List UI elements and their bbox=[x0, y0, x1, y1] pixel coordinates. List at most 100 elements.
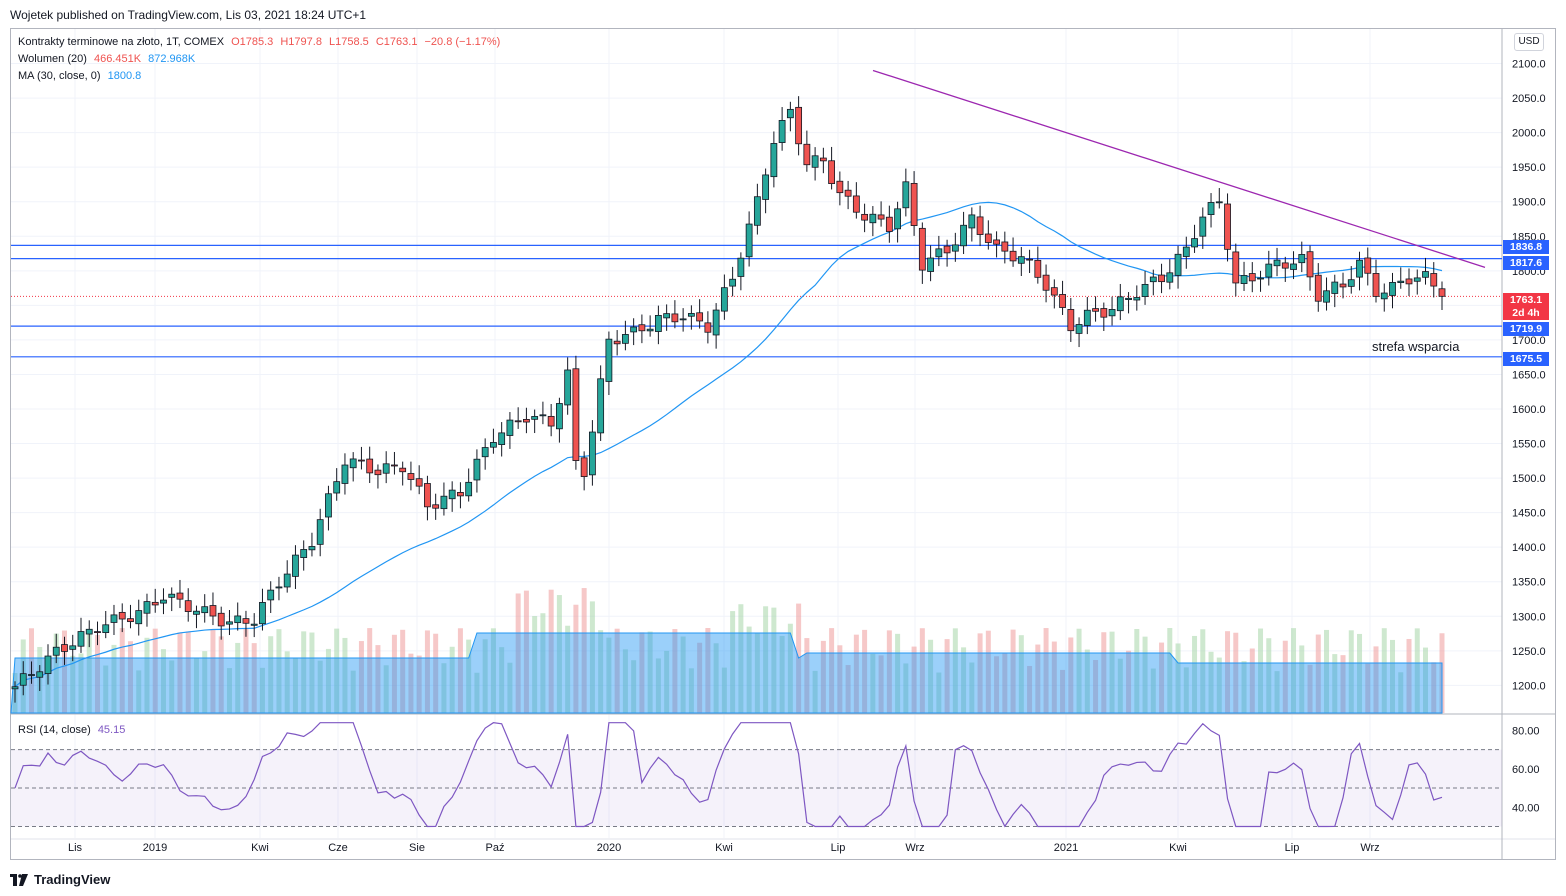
tradingview-footer[interactable]: TradingView bbox=[10, 872, 110, 887]
candle-body bbox=[193, 610, 200, 615]
volume-bar bbox=[210, 629, 216, 713]
ma-value: 1800.8 bbox=[107, 70, 142, 82]
candle-body bbox=[1141, 283, 1149, 297]
candle-body bbox=[77, 631, 85, 647]
candle-body bbox=[968, 214, 976, 229]
volume-bar bbox=[862, 629, 868, 713]
volume-bar bbox=[771, 607, 777, 713]
candle-body bbox=[819, 157, 827, 162]
y-tick-label: 1400.0 bbox=[1512, 542, 1546, 554]
ohlc-low: L1758.5 bbox=[329, 36, 369, 48]
volume-bar bbox=[1126, 650, 1132, 713]
volume-bar bbox=[490, 628, 496, 713]
candle-body bbox=[885, 216, 893, 232]
candle-body bbox=[671, 313, 679, 323]
volume-bar bbox=[1381, 628, 1387, 713]
volume-bar bbox=[672, 629, 678, 713]
volume-bar bbox=[1150, 668, 1156, 713]
volume-bar bbox=[598, 630, 604, 713]
volume-bar bbox=[1142, 636, 1148, 713]
volume-bar bbox=[185, 631, 191, 713]
volume-bar bbox=[507, 662, 513, 713]
candle-body bbox=[745, 223, 753, 258]
candle-body bbox=[580, 457, 588, 478]
volume-bar bbox=[103, 665, 109, 713]
volume-bar bbox=[1241, 661, 1247, 713]
volume-bar bbox=[309, 632, 315, 713]
y-tick-label: 1600.0 bbox=[1512, 404, 1546, 416]
volume-bar bbox=[94, 634, 100, 713]
candle-body bbox=[1191, 238, 1198, 248]
candle-body bbox=[1067, 309, 1075, 332]
chart-frame bbox=[10, 28, 1556, 860]
candle-body bbox=[795, 106, 803, 145]
volume-bar bbox=[1299, 645, 1305, 713]
candle-body bbox=[993, 239, 1000, 245]
volume-bar bbox=[78, 653, 84, 713]
y-tick-label: 1350.0 bbox=[1512, 577, 1546, 589]
volume-bar bbox=[202, 651, 208, 713]
volume-bar bbox=[606, 637, 612, 713]
candle-body bbox=[935, 248, 943, 258]
volume-bar bbox=[391, 634, 397, 713]
candle-body bbox=[663, 313, 671, 319]
volume-bar bbox=[325, 648, 331, 713]
candle-body bbox=[597, 378, 605, 434]
volume-bar bbox=[952, 628, 958, 713]
rsi-legend: RSI (14, close) 45.15 bbox=[18, 724, 129, 736]
volume-bar bbox=[614, 628, 620, 713]
candle-body bbox=[910, 182, 918, 226]
volume-bar bbox=[301, 631, 307, 713]
trendline bbox=[872, 69, 1486, 268]
candle-body bbox=[242, 618, 250, 624]
volume-bar bbox=[944, 639, 950, 713]
candle-body bbox=[828, 160, 836, 185]
volume-bar bbox=[985, 630, 991, 713]
volume-bar bbox=[697, 642, 703, 713]
volume-bar bbox=[383, 665, 389, 713]
volume-bar bbox=[820, 640, 826, 713]
symbol-name: Kontrakty terminowe na złoto, 1T, COMEX bbox=[18, 36, 225, 48]
volume-bar bbox=[928, 639, 934, 713]
volume-bar bbox=[1307, 664, 1313, 713]
candle-body bbox=[1430, 273, 1438, 287]
candle-body bbox=[234, 615, 242, 624]
level-tag-1675: 1675.5 bbox=[1503, 352, 1549, 366]
volume-bar bbox=[474, 672, 480, 713]
candle-body bbox=[1248, 273, 1256, 282]
volume-bar bbox=[70, 655, 76, 713]
candle-body bbox=[127, 618, 134, 623]
candle-body bbox=[250, 623, 258, 626]
x-tick-label: Wrz bbox=[905, 842, 924, 854]
y-tick-label: 2050.0 bbox=[1512, 93, 1546, 105]
candle-body bbox=[1174, 253, 1182, 276]
candle-body bbox=[374, 469, 382, 476]
volume-bar bbox=[523, 590, 529, 713]
currency-button[interactable]: USD bbox=[1514, 33, 1544, 51]
volume-bar bbox=[144, 637, 150, 713]
volume-bar bbox=[1175, 643, 1181, 713]
volume-bar bbox=[556, 595, 562, 713]
volume-bar bbox=[1117, 658, 1123, 713]
volume-bar bbox=[375, 645, 381, 713]
candle-body bbox=[1290, 263, 1297, 270]
candle-body bbox=[1323, 290, 1330, 303]
volume-bar bbox=[870, 653, 876, 713]
x-tick-label: Kwi bbox=[251, 842, 269, 854]
ohlc-close: C1763.1 bbox=[375, 36, 418, 48]
candle-body bbox=[1133, 297, 1141, 301]
candle-body bbox=[366, 458, 374, 474]
volume-bar bbox=[367, 628, 373, 713]
volume-legend: Wolumen (20) 466.451K 872.968K bbox=[18, 53, 199, 65]
volume-bar bbox=[540, 613, 546, 713]
volume-bar bbox=[1216, 657, 1222, 713]
candle-body bbox=[448, 489, 456, 500]
volume-bar bbox=[1431, 662, 1437, 713]
volume-bar bbox=[1398, 672, 1404, 713]
x-tick-label: Kwi bbox=[1169, 842, 1187, 854]
candle-body bbox=[1314, 274, 1322, 302]
volume-bar bbox=[1084, 649, 1090, 713]
candle-body bbox=[94, 631, 101, 634]
candle-body bbox=[110, 614, 118, 623]
